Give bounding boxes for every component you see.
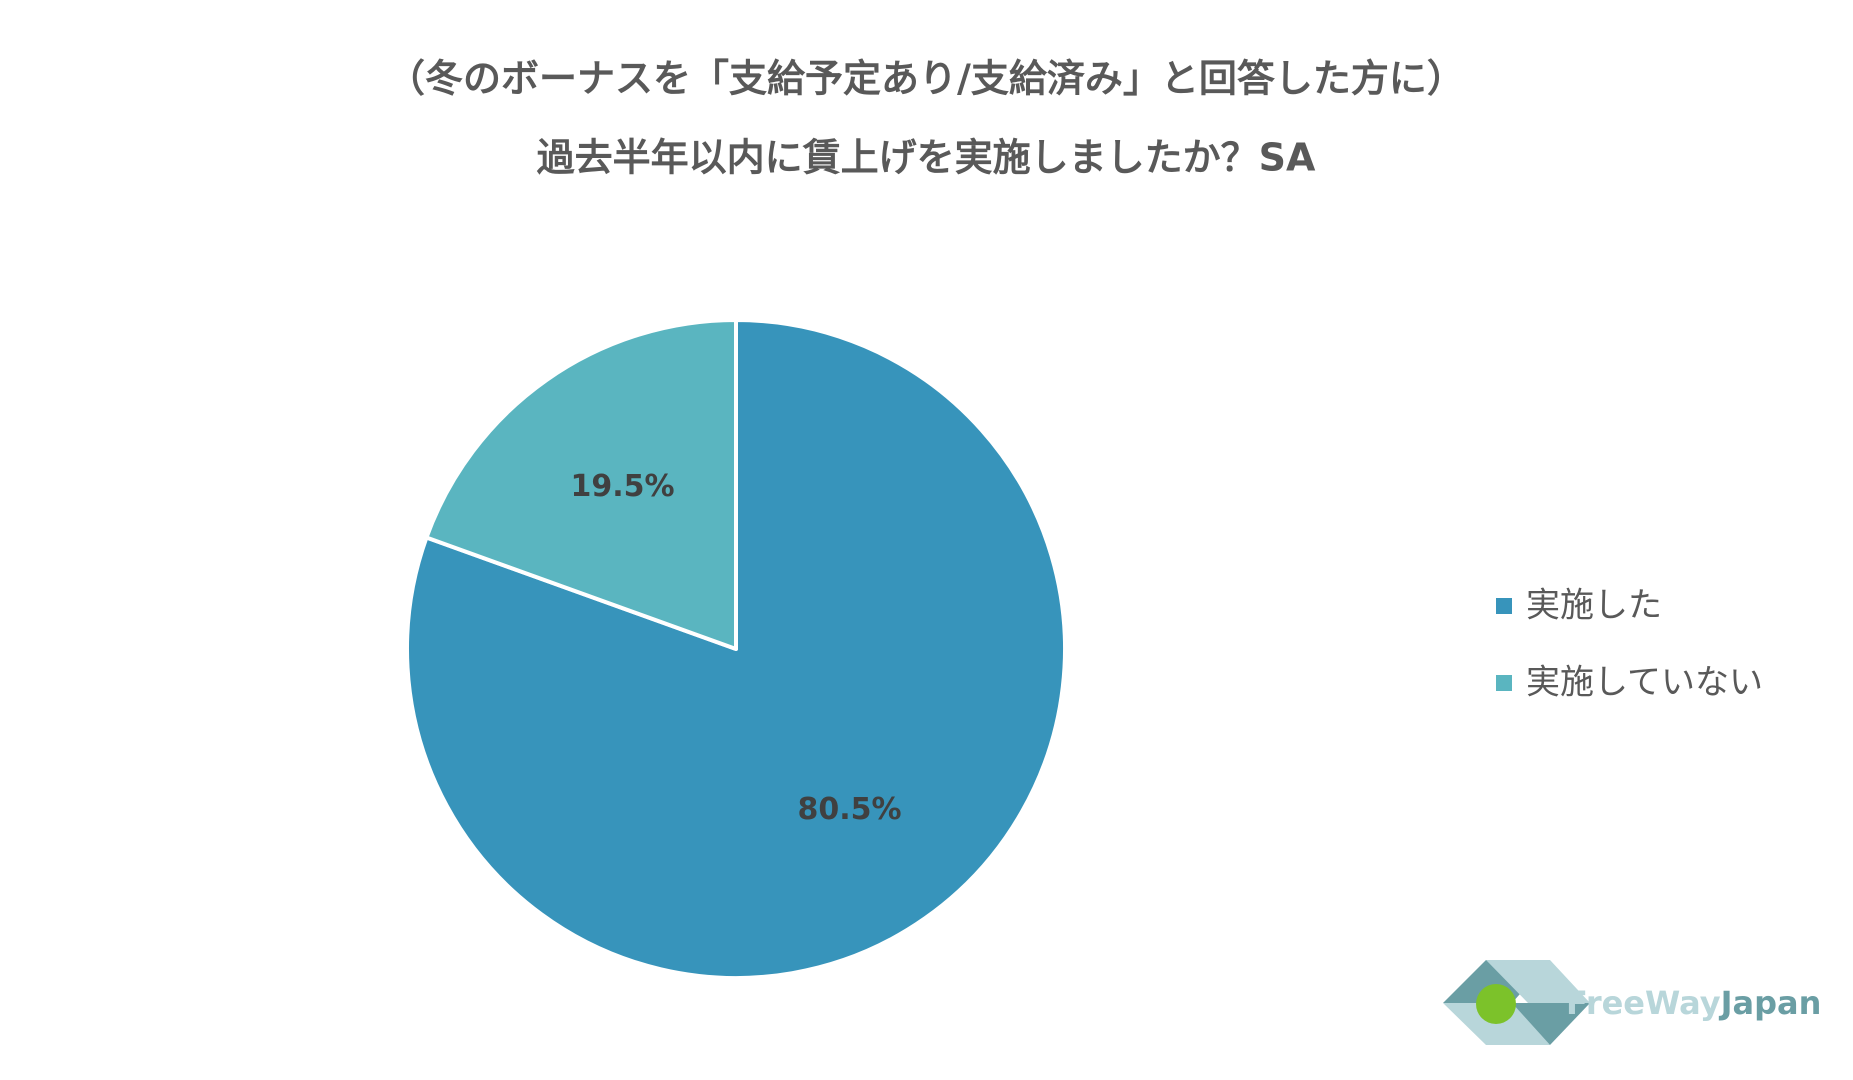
logo-text-2: Japan bbox=[1719, 984, 1822, 1022]
legend-label: 実施した bbox=[1526, 586, 1662, 626]
value-label: 19.5% bbox=[570, 469, 674, 504]
logo-text: FreeWayJapan bbox=[1566, 984, 1821, 1022]
logo-text-1: FreeWay bbox=[1566, 984, 1721, 1022]
logo-shape bbox=[1486, 960, 1590, 1003]
pie-slice bbox=[424, 318, 738, 651]
logo-shape bbox=[1512, 1003, 1590, 1045]
logo-shape bbox=[1443, 1003, 1550, 1045]
legend-swatch bbox=[1496, 598, 1512, 614]
chart-title: （冬のボーナスを「支給予定あり/支給済み」と回答した方に） bbox=[387, 57, 1465, 101]
logo-ball bbox=[1476, 984, 1516, 1024]
logo: FreeWayJapan bbox=[1443, 960, 1821, 1045]
legend-swatch bbox=[1496, 675, 1512, 691]
legend-label: 実施していない bbox=[1526, 663, 1763, 703]
chart-title: 過去半年以内に賃上げを実施しましたか？SA bbox=[537, 136, 1316, 180]
value-label: 80.5% bbox=[797, 792, 901, 827]
